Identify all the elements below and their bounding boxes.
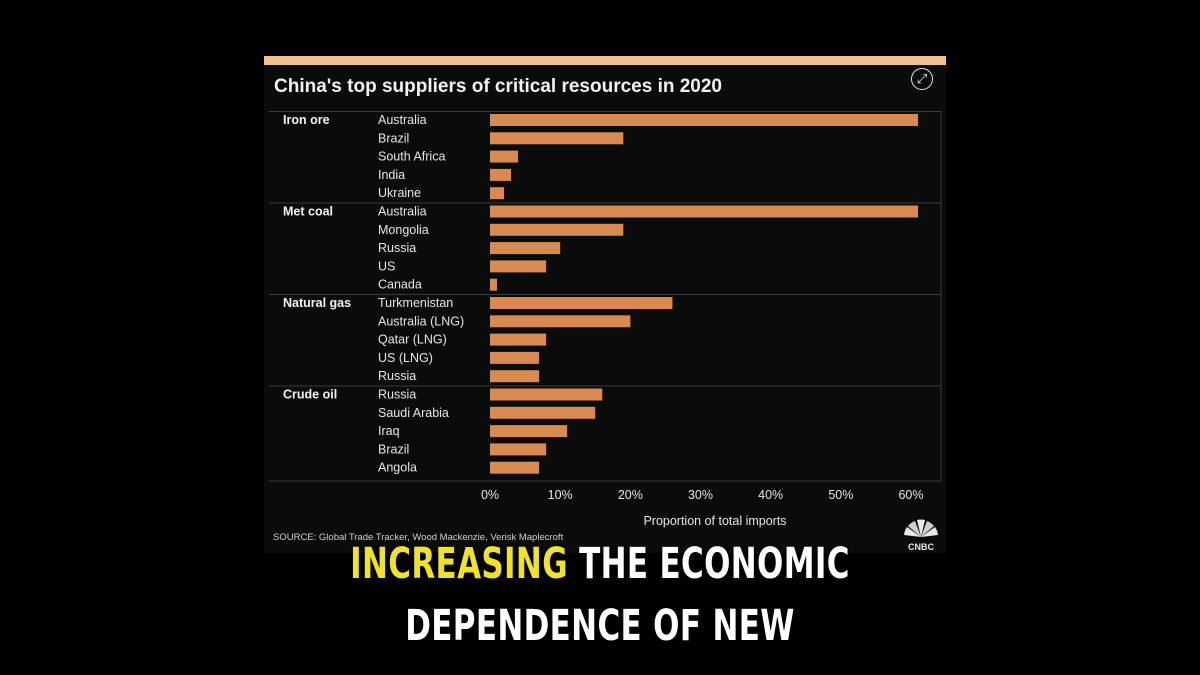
caption-highlight: INCREASING: [350, 539, 568, 589]
category-label: Angola: [378, 461, 417, 475]
bar: [490, 461, 540, 474]
bar: [490, 223, 624, 236]
x-axis-label: Proportion of total imports: [643, 514, 786, 528]
bar: [490, 406, 596, 419]
category-label: Russia: [378, 241, 416, 255]
group-label: Crude oil: [283, 388, 337, 402]
group-label: Iron ore: [283, 113, 330, 127]
group-label: Met coal: [283, 205, 333, 219]
category-label: South Africa: [378, 150, 445, 164]
chart-title: China's top suppliers of critical resour…: [274, 76, 723, 97]
caption-line-1: INCREASING THE ECONOMIC: [168, 533, 1032, 595]
bar: [490, 333, 547, 346]
bar: [490, 114, 919, 126]
bar: [490, 425, 568, 438]
category-label: Mongolia: [378, 223, 429, 237]
category-label: Russia: [378, 388, 416, 402]
bar: [490, 260, 547, 273]
bar: [490, 315, 631, 328]
expand-arrows-icon: ⤢: [916, 71, 928, 86]
cnbc-logo: CNBC: [904, 519, 938, 552]
caption-line-2: DEPENDENCE OF NEW: [405, 601, 795, 651]
category-label: Turkmenistan: [378, 296, 453, 310]
category-label: Australia (LNG): [378, 314, 464, 328]
chart-source: SOURCE: Global Trade Tracker, Wood Macke…: [273, 532, 564, 543]
category-label: Iraq: [378, 424, 400, 438]
x-tick-label: 10%: [548, 488, 573, 502]
cnbc-logo-text: CNBC: [908, 542, 934, 552]
caption-line-1-rest: THE ECONOMIC: [567, 539, 850, 589]
group-label: Natural gas: [283, 296, 351, 310]
bar: [490, 205, 919, 218]
bar: [490, 150, 519, 163]
bar: [490, 242, 561, 255]
x-tick-label: 50%: [828, 488, 853, 502]
chart-panel: China's top suppliers of critical resour…: [264, 56, 946, 553]
x-tick-label: 0%: [481, 488, 499, 502]
x-tick-label: 40%: [758, 488, 783, 502]
category-label: Ukraine: [378, 186, 421, 200]
category-label: Australia: [378, 113, 427, 127]
bar: [490, 168, 512, 181]
category-label: Canada: [378, 278, 422, 292]
x-tick-label: 30%: [688, 488, 713, 502]
bar-chart: Iron ore Australia Brazil South Africa India…: [269, 111, 942, 528]
category-label: India: [378, 168, 405, 182]
bar: [490, 351, 540, 364]
bar: [490, 297, 673, 309]
bar: [490, 187, 505, 200]
category-label: US (LNG): [378, 351, 433, 365]
bar: [490, 370, 540, 383]
expand-button[interactable]: ⤢: [911, 68, 933, 90]
category-label: Brazil: [378, 442, 409, 456]
category-label: US: [378, 259, 395, 273]
video-caption: INCREASING THE ECONOMIC DEPENDENCE OF NE…: [168, 533, 1032, 657]
bar: [490, 443, 547, 456]
category-label: Russia: [378, 369, 416, 383]
x-tick-label: 20%: [618, 488, 643, 502]
x-tick-label: 60%: [898, 488, 923, 502]
category-label: Qatar (LNG): [378, 333, 447, 347]
chart-top-accent-bar: [264, 56, 946, 65]
bar: [490, 132, 624, 145]
bar: [490, 278, 498, 291]
bar: [490, 388, 603, 401]
category-label: Brazil: [378, 131, 409, 145]
category-label: Australia: [378, 205, 427, 219]
category-label: Saudi Arabia: [378, 406, 449, 420]
